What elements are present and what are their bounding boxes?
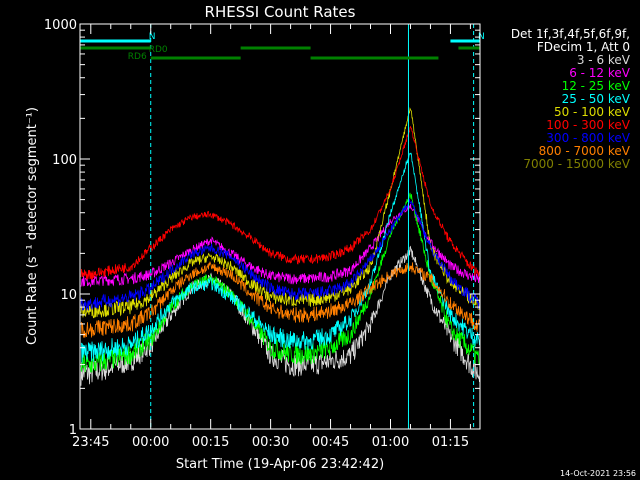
- series-line-3: [80, 152, 480, 363]
- x-axis-label: Start Time (19-Apr-06 23:42:42): [176, 457, 384, 472]
- legend-header-line-1: Det 1f,3f,4f,5f,6f,9f,: [511, 27, 630, 41]
- series-line-6: [80, 199, 480, 311]
- timestamp: 14-Oct-2021 23:56: [560, 469, 636, 478]
- legend-entry-4: 50 - 100 keV: [554, 105, 631, 119]
- y-tick-label: 100: [52, 153, 77, 168]
- annotation-label-0: N: [149, 32, 156, 42]
- chart-title: RHESSI Count Rates: [205, 3, 356, 21]
- legend-entry-2: 12 - 25 keV: [562, 79, 631, 93]
- plot-lines: [80, 107, 480, 386]
- series-line-1: [80, 204, 480, 288]
- legend-entry-0: 3 - 6 keV: [577, 53, 631, 67]
- x-tick-label: 00:45: [312, 435, 349, 450]
- annotation-label-2: RD0: [149, 45, 168, 55]
- x-tick-label: 01:15: [432, 435, 469, 450]
- y-tick-label: 1000: [44, 18, 77, 33]
- legend-entry-7: 800 - 7000 keV: [539, 144, 631, 158]
- x-tick-label: 00:30: [252, 435, 289, 450]
- annotation-label-5: RD6: [128, 52, 147, 62]
- legend-entry-5: 100 - 300 keV: [546, 118, 630, 132]
- x-tick-label: 01:00: [372, 435, 409, 450]
- series-line-7: [80, 261, 480, 338]
- series-line-4: [80, 107, 480, 319]
- legend-entry-6: 300 - 800 keV: [546, 131, 630, 145]
- x-tick-label: 00:15: [192, 435, 229, 450]
- annotation-label-1: N: [478, 32, 485, 42]
- y-axis-ticks: 1 10 100 1000: [44, 18, 480, 438]
- x-tick-label: 23:45: [72, 435, 109, 450]
- x-axis-ticks: 23:45 00:00 00:15 00:30 00:45 01:00 01:15: [72, 24, 471, 450]
- legend-header-line-2: FDecim 1, Att 0: [537, 40, 630, 54]
- y-tick-label: 10: [60, 288, 77, 303]
- legend-entry-3: 25 - 50 keV: [562, 92, 631, 106]
- y-tick-label: 1: [69, 423, 77, 438]
- legend-entry-1: 6 - 12 keV: [569, 66, 631, 80]
- plot-frame: [79, 23, 481, 430]
- y-axis-label: Count Rate (s⁻¹ detector segment⁻¹): [25, 107, 40, 345]
- series-line-5: [80, 125, 480, 280]
- x-tick-label: 00:00: [132, 435, 169, 450]
- legend-entry-8: 7000 - 15000 keV: [523, 157, 630, 171]
